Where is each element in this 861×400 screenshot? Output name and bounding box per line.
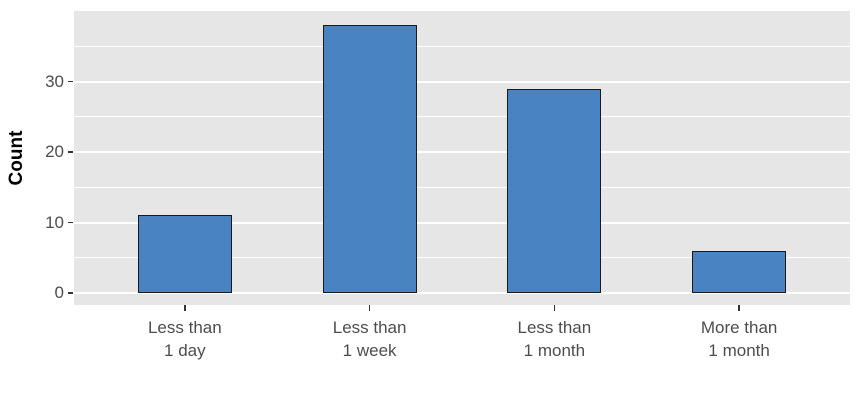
y-tick-label: 0 xyxy=(54,283,64,302)
bar xyxy=(137,215,232,293)
gridline-minor xyxy=(74,116,850,118)
x-tick-label: More than 1 month xyxy=(700,318,778,360)
gridline-minor xyxy=(74,45,850,47)
gridline-major xyxy=(74,221,850,224)
y-tick-mark xyxy=(68,292,73,294)
x-tick-label: Less than 1 month xyxy=(517,318,592,360)
plot-panel xyxy=(74,11,850,305)
x-tick-mark xyxy=(553,305,556,311)
x-tick-label: Less than 1 day xyxy=(147,318,222,360)
bar xyxy=(322,25,417,293)
gridline-major xyxy=(74,151,850,153)
y-tick-label: 30 xyxy=(45,71,64,91)
x-tick-label: Less than 1 week xyxy=(332,318,407,360)
y-tick-label: 20 xyxy=(45,142,64,161)
gridline-major xyxy=(74,292,850,294)
x-tick-mark xyxy=(368,305,371,311)
gridline-minor xyxy=(74,186,850,188)
y-tick-mark xyxy=(68,151,73,153)
gridline-major xyxy=(74,80,850,83)
x-tick-mark xyxy=(738,305,740,311)
y-tick-label: 10 xyxy=(45,212,64,232)
y-tick-mark xyxy=(68,80,73,83)
y-tick-mark xyxy=(68,221,73,224)
gridline-minor xyxy=(74,257,850,259)
bar xyxy=(692,250,787,293)
bar xyxy=(507,88,602,293)
x-tick-mark xyxy=(184,305,186,311)
